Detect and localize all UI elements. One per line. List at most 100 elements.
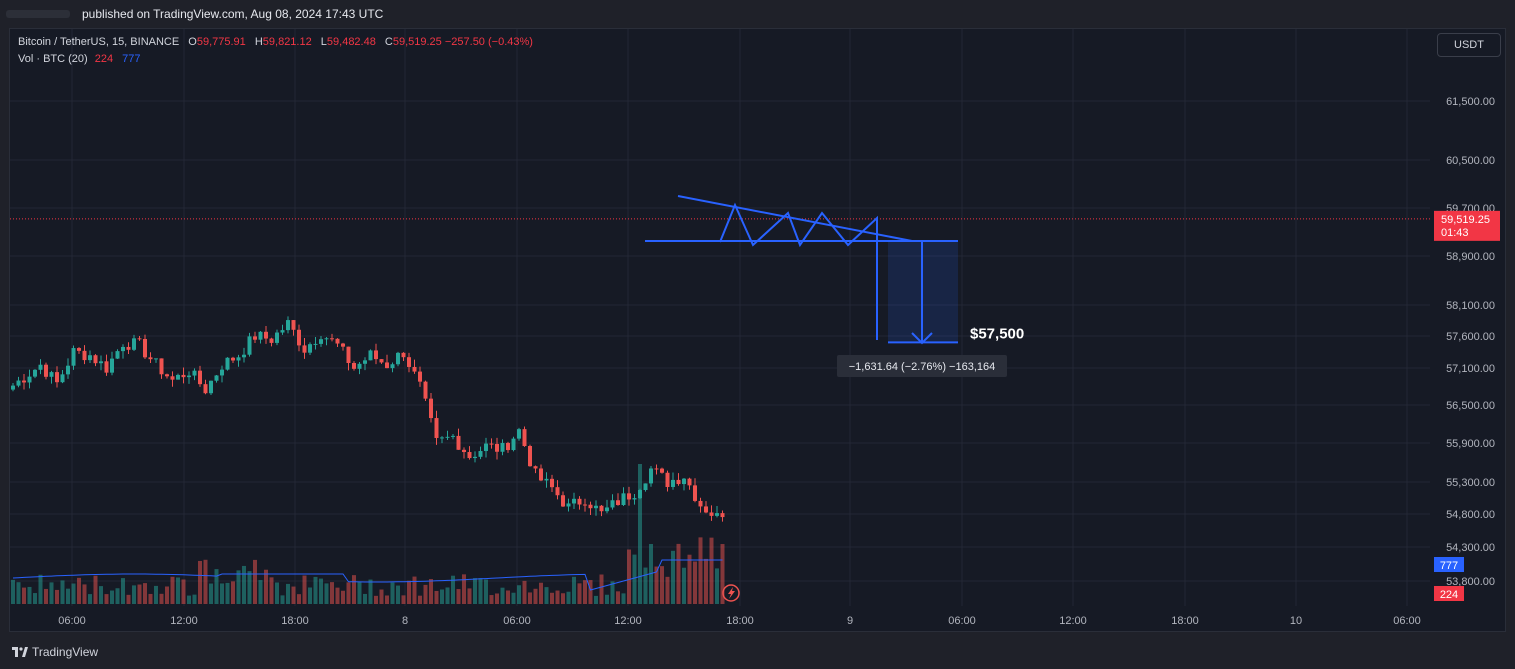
candle-body — [77, 348, 81, 351]
candle-body — [588, 504, 593, 509]
y-tick-label: 53,800.00 — [1446, 576, 1495, 588]
low-label: L — [320, 36, 327, 48]
volume-bar — [60, 580, 65, 604]
volume-bar — [583, 580, 587, 604]
measure-label: −1,631.64 (−2.76%) −163,164 — [849, 361, 995, 373]
volume-bar — [22, 587, 26, 604]
volume-bar — [396, 585, 400, 604]
candle-body — [176, 374, 180, 380]
volume-bar — [429, 579, 433, 604]
candle-body — [335, 338, 340, 344]
volume-bar — [390, 582, 395, 604]
tradingview-logo-icon — [12, 647, 28, 657]
volume-bar — [445, 587, 450, 604]
candle-body — [192, 370, 197, 376]
volume-bar — [407, 580, 411, 604]
volume-bar — [462, 574, 466, 604]
candle-body — [319, 339, 323, 344]
candle-body — [522, 429, 527, 447]
y-tick-label: 60,500.00 — [1446, 155, 1495, 167]
volume-indicator-label[interactable]: Vol · BTC (20) — [18, 53, 88, 65]
candle-body — [401, 352, 406, 358]
last-price-value: 59,519.25 — [1441, 214, 1490, 226]
candle-body — [627, 493, 631, 500]
volume-bar — [99, 586, 103, 604]
x-tick-label: 06:00 — [1393, 615, 1421, 627]
volume-bar — [313, 576, 318, 604]
candle-body — [638, 490, 642, 499]
volume-bar — [561, 593, 565, 604]
candle-body — [621, 493, 626, 506]
candle-body — [500, 442, 505, 452]
candle-body — [264, 331, 268, 339]
volume-bar — [143, 583, 147, 604]
y-tick-label: 58,900.00 — [1446, 251, 1495, 263]
candle-body — [473, 456, 477, 459]
volume-bar — [286, 583, 290, 604]
volume-bar — [231, 581, 235, 604]
volume-bar — [341, 590, 345, 604]
volume-bar — [214, 569, 219, 604]
candle-body — [484, 443, 488, 452]
candle-body — [148, 357, 153, 360]
currency-button[interactable]: USDT — [1437, 33, 1501, 57]
y-tick-label: 58,100.00 — [1446, 300, 1495, 312]
candle-body — [698, 500, 703, 507]
candle-body — [429, 398, 433, 419]
volume-bar — [203, 559, 208, 604]
target-label: $57,500 — [970, 325, 1024, 342]
candle-body — [143, 338, 147, 358]
open-value: 59,775.91 — [196, 36, 246, 48]
y-tick-label: 55,300.00 — [1446, 477, 1495, 489]
volume-bar — [379, 589, 384, 604]
symbol-name[interactable]: Bitcoin / TetherUS, 15, BINANCE — [18, 36, 180, 48]
x-tick-label: 18:00 — [1171, 615, 1199, 627]
volume-bar — [115, 588, 120, 604]
lightning-icon-ring — [722, 584, 740, 602]
volume-bar — [280, 595, 285, 604]
candle-body — [11, 385, 15, 390]
candle-body — [313, 343, 318, 345]
candle-body — [137, 338, 142, 340]
volume-bar — [154, 585, 158, 604]
candle-body — [423, 381, 428, 399]
tradingview-logo[interactable]: TradingView — [12, 645, 98, 659]
volume-bar — [385, 595, 389, 604]
volume-bar — [489, 595, 494, 604]
chart-panel[interactable] — [9, 28, 1506, 632]
x-tick-label: 06:00 — [58, 615, 86, 627]
volume-bar — [33, 593, 37, 604]
volume-bar — [357, 582, 362, 604]
triangle-pattern: $57,500 −1,631.64 (−2.76%) −163,164 — [645, 195, 1024, 377]
volume-bar — [539, 582, 543, 604]
volume-bar — [423, 584, 428, 604]
upper-trendline — [677, 195, 913, 242]
volume-bar — [638, 464, 642, 604]
volume-bar — [110, 590, 114, 604]
close-value: 59,519.25 — [392, 36, 442, 48]
candle-body — [577, 498, 582, 505]
y-tick-label: 55,900.00 — [1446, 438, 1495, 450]
candle-body — [236, 357, 241, 361]
volume-bar — [88, 594, 92, 604]
candle-body — [203, 384, 208, 394]
y-tick-label: 56,500.00 — [1446, 400, 1495, 412]
candle-body — [511, 438, 516, 451]
x-tick-label: 18:00 — [726, 615, 754, 627]
volume-bar — [148, 593, 153, 604]
candle-body — [445, 436, 450, 438]
volume-bar — [522, 580, 527, 604]
candle-body — [555, 487, 560, 496]
candle-body — [302, 345, 307, 353]
candle-body — [599, 505, 604, 512]
lightning-icon[interactable] — [722, 584, 740, 602]
volume-bar — [220, 583, 224, 604]
volume-bar — [484, 579, 488, 604]
candle-body — [412, 366, 417, 372]
volume-bar — [269, 577, 274, 604]
candle-body — [610, 500, 615, 508]
volume-bar — [698, 537, 703, 604]
candle-body — [104, 361, 109, 373]
candle-body — [27, 376, 32, 383]
